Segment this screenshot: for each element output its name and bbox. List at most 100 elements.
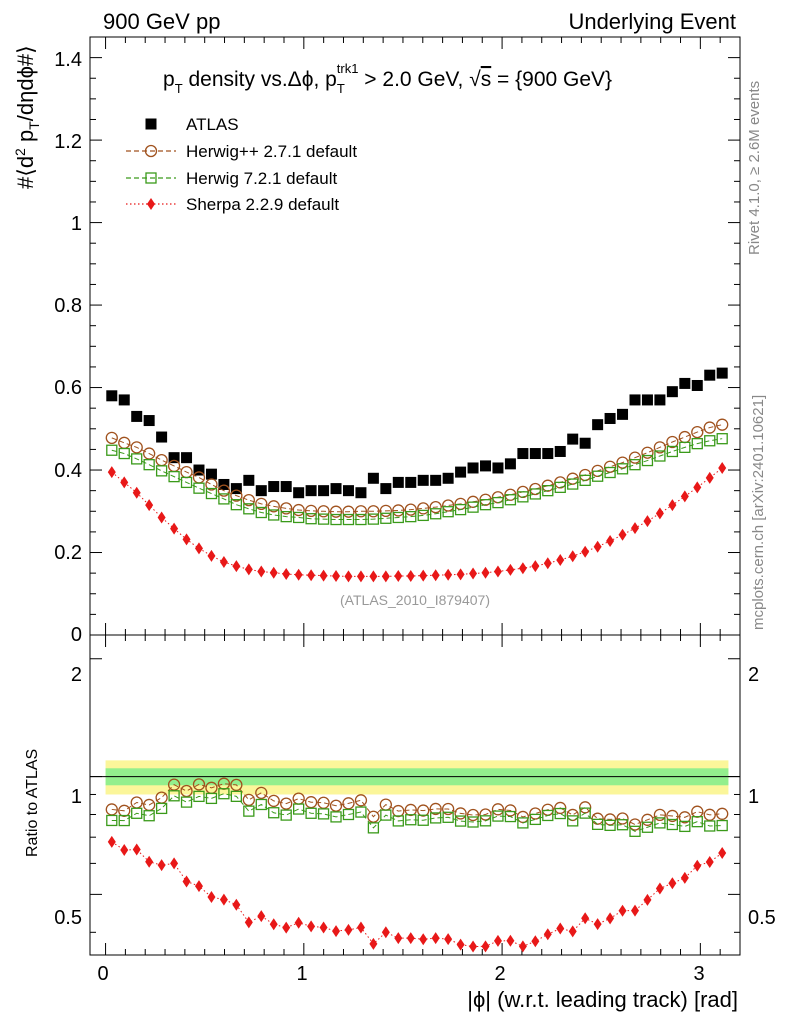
ratio-point bbox=[591, 818, 604, 831]
data-point bbox=[232, 560, 241, 573]
ratio-point bbox=[419, 933, 428, 946]
ratio-point bbox=[230, 790, 243, 802]
ratio-point bbox=[454, 807, 467, 820]
data-point bbox=[618, 528, 627, 541]
data-point bbox=[542, 485, 554, 497]
data-point bbox=[367, 513, 380, 525]
ratio-point bbox=[392, 804, 405, 818]
data-point bbox=[255, 485, 267, 497]
data-point bbox=[467, 462, 479, 474]
data-point bbox=[691, 437, 703, 450]
ratio-point bbox=[255, 798, 267, 811]
data-point bbox=[691, 425, 704, 439]
ratio-point bbox=[467, 816, 479, 828]
ratio-point bbox=[517, 817, 529, 829]
y-axis-label-part: p bbox=[13, 130, 38, 148]
data-point bbox=[354, 505, 368, 518]
ratio-point bbox=[442, 811, 454, 823]
data-point bbox=[629, 459, 641, 471]
ratio-point bbox=[392, 815, 404, 827]
ratio-point bbox=[593, 918, 602, 931]
data-point bbox=[655, 507, 664, 520]
series-3 bbox=[107, 461, 727, 583]
data-point bbox=[118, 447, 130, 460]
data-point bbox=[268, 509, 280, 521]
ratio-point bbox=[616, 819, 629, 831]
ratio-tick-label-right: 2 bbox=[748, 664, 759, 686]
data-point bbox=[442, 472, 454, 484]
data-point bbox=[269, 566, 278, 579]
data-point bbox=[666, 445, 679, 458]
data-point bbox=[107, 466, 116, 479]
ratio-point bbox=[543, 928, 552, 941]
ratio-tick-label-right: 1 bbox=[748, 786, 759, 808]
ratio-point bbox=[430, 812, 442, 824]
ratio-point bbox=[703, 808, 716, 821]
ratio-series-3 bbox=[107, 835, 727, 953]
data-point bbox=[344, 570, 353, 583]
ratio-point bbox=[267, 794, 280, 808]
ratio-point bbox=[132, 843, 141, 856]
ratio-point bbox=[579, 807, 591, 819]
ratio-point bbox=[157, 859, 166, 872]
data-point bbox=[143, 415, 155, 427]
data-point bbox=[145, 499, 154, 512]
ratio-line bbox=[111, 841, 723, 948]
data-point bbox=[230, 489, 243, 502]
data-point bbox=[181, 452, 193, 464]
data-point bbox=[606, 534, 615, 547]
data-point bbox=[693, 481, 702, 494]
data-point bbox=[305, 513, 317, 525]
ratio-point bbox=[243, 805, 255, 817]
data-point bbox=[317, 505, 330, 518]
ratio-axis-label: Ratio to ATLAS bbox=[24, 749, 41, 857]
ratio-point bbox=[631, 904, 640, 917]
ratio-point bbox=[292, 792, 305, 805]
data-point bbox=[305, 485, 317, 497]
legend-label-atlas: ATLAS bbox=[186, 115, 239, 134]
ratio-point bbox=[182, 875, 191, 888]
data-point bbox=[616, 456, 629, 469]
data-point bbox=[205, 487, 218, 500]
legend-label-herwig7: Herwig 7.2.1 default bbox=[186, 169, 337, 188]
data-point bbox=[603, 460, 617, 473]
ratio-tick-label-right: 0.5 bbox=[748, 907, 776, 929]
ratio-point bbox=[244, 916, 253, 929]
data-point bbox=[679, 441, 691, 454]
data-point bbox=[506, 563, 515, 576]
data-point bbox=[579, 474, 591, 486]
data-point bbox=[430, 474, 442, 486]
ratio-point bbox=[579, 801, 592, 814]
data-point bbox=[205, 468, 217, 480]
ratio-point bbox=[356, 921, 365, 934]
data-point bbox=[554, 445, 566, 457]
ratio-point bbox=[479, 808, 492, 821]
data-point bbox=[155, 453, 168, 467]
data-point bbox=[367, 472, 379, 484]
ratio-point bbox=[342, 797, 355, 810]
mcplots-url-text: mcplots.cern.ch [arXiv:2401.10621] bbox=[750, 395, 767, 630]
ratio-point bbox=[381, 926, 390, 939]
data-point bbox=[255, 506, 267, 519]
data-point bbox=[257, 565, 266, 578]
data-point bbox=[517, 448, 529, 460]
data-point bbox=[282, 567, 291, 580]
header-left: 900 GeV pp bbox=[103, 9, 220, 34]
title-sub: T bbox=[175, 81, 183, 96]
ratio-plot-frame bbox=[89, 634, 741, 956]
title-part: density vs.Δϕ, p bbox=[183, 68, 337, 91]
data-point bbox=[293, 487, 305, 499]
ratio-point bbox=[566, 808, 579, 822]
ratio-point bbox=[367, 822, 380, 834]
ratio-point bbox=[629, 825, 641, 837]
ratio-point bbox=[120, 844, 129, 857]
data-point bbox=[653, 441, 667, 454]
analysis-id: (ATLAS_2010_I879407) bbox=[340, 592, 490, 608]
data-point bbox=[631, 522, 640, 535]
axis-ticks bbox=[90, 36, 740, 955]
ratio-point bbox=[654, 817, 666, 829]
ratio-point bbox=[354, 794, 368, 807]
x-axis-label: |ϕ| (w.r.t. leading track) [rad] bbox=[467, 987, 738, 1012]
y-axis-label-part: #⟨d bbox=[13, 156, 38, 189]
data-point bbox=[332, 570, 341, 583]
